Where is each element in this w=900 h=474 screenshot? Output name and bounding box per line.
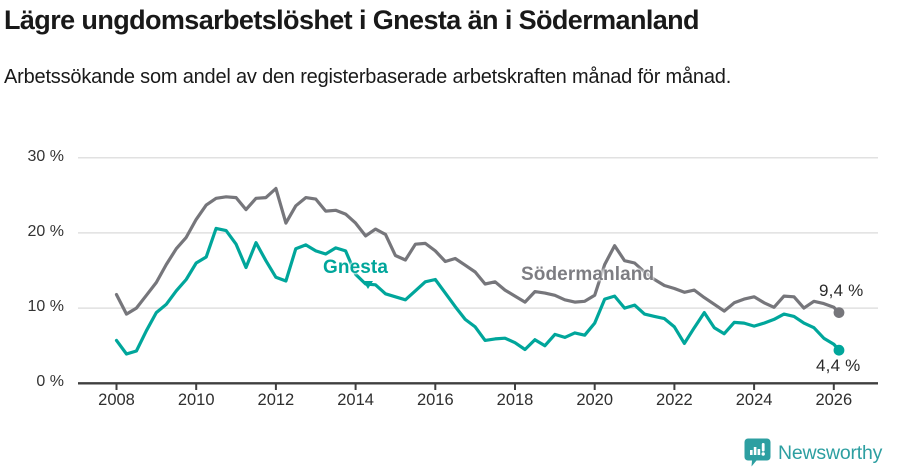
x-axis-label: 2016 [416,391,454,409]
x-axis-label: 2024 [735,391,773,409]
series-label-gnesta: Gnesta [323,257,389,278]
y-axis-label: 0 % [36,373,64,391]
chart-subtitle: Arbetssökande som andel av den registerb… [4,66,732,88]
gnesta-marker-triangle-icon [363,281,373,289]
x-axis-label: 2022 [656,391,693,409]
y-axis-label: 20 % [27,222,64,240]
x-axis-label: 2014 [337,391,374,409]
y-axis-label: 10 % [27,298,64,316]
brand-footer: Newsworthy [744,438,882,468]
x-axis-label: 2010 [177,391,215,409]
end-value-gnesta: 4,4 % [816,356,861,375]
end-value-sodermanland: 9,4 % [819,281,864,300]
x-axis-label: 2020 [576,391,614,409]
brand-name: Newsworthy [778,441,883,464]
series-label-sodermanland: Södermanland [521,264,655,285]
x-axis-label: 2018 [496,391,534,409]
x-axis-label: 2008 [98,391,135,409]
y-axis-label: 30 % [27,147,64,165]
chart-title: Lägre ungdomsarbetslöshet i Gnesta än i … [4,5,700,35]
x-axis-label: 2012 [257,391,295,409]
x-axis-label: 2026 [815,391,853,409]
newsworthy-logo-icon [744,438,771,467]
